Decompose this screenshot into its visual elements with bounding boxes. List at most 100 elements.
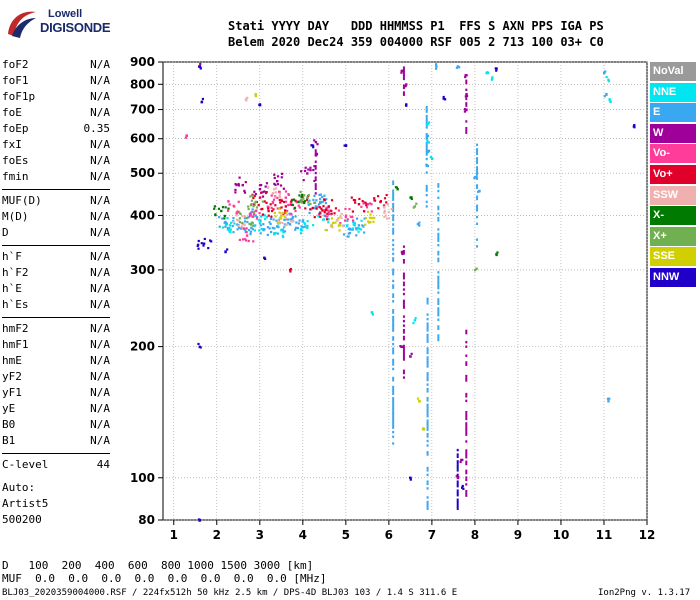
echo-point [198,240,200,242]
echo-point [437,334,439,336]
echo-point [277,222,279,224]
echo-point [427,356,429,358]
echo-point [303,194,305,196]
echo-point [309,203,311,205]
echo-point [304,170,306,172]
echo-point [315,154,317,156]
echo-point [298,222,300,224]
echo-point [367,211,369,213]
echo-point [312,207,314,209]
echo-point [392,338,394,340]
echo-point [633,125,635,127]
echo-point [392,399,394,401]
echo-point [220,210,222,212]
echo-point [417,398,419,400]
echo-point [274,204,276,206]
echo-point [392,228,394,230]
echo-point [269,227,271,229]
echo-point [383,212,385,214]
echo-point [250,224,252,226]
echo-point [465,456,467,458]
echo-point [284,215,286,217]
echo-point [261,228,263,230]
echo-point [290,268,292,270]
echo-point [300,170,302,172]
echo-point [254,94,256,96]
echo-point [315,172,317,174]
echo-point [465,452,467,454]
echo-point [392,388,394,390]
x-tick-label: 10 [553,528,570,542]
echo-point [457,480,459,482]
echo-point [252,195,254,197]
echo-point [392,259,394,261]
echo-point [249,213,251,215]
echo-point [437,183,439,185]
echo-point [253,191,255,193]
echo-point [239,217,241,219]
echo-point [466,95,468,97]
echo-point [404,85,406,87]
echo-point [232,217,234,219]
echo-point [331,199,333,201]
echo-point [392,325,394,327]
echo-point [392,386,394,388]
echo-point [368,222,370,224]
echo-point [437,197,439,199]
echo-point [262,223,264,225]
echo-point [427,390,429,392]
echo-point [392,217,394,219]
echo-point [456,475,458,477]
echo-point [251,222,253,224]
echo-point [426,126,428,128]
echo-point [321,196,323,198]
echo-point [403,347,405,349]
echo-point [435,65,437,67]
echo-point [392,253,394,255]
echo-point [465,400,467,402]
echo-point [198,66,200,68]
echo-point [392,318,394,320]
echo-point [392,284,394,286]
echo-point [230,229,232,231]
echo-point [258,204,260,206]
echo-point [426,153,428,155]
echo-point [427,361,429,363]
echo-point [344,208,346,210]
y-tick-label: 600 [130,132,155,146]
echo-point [262,200,264,202]
echo-point [403,358,405,360]
echo-point [331,213,333,215]
echo-point [403,66,405,68]
echo-point [362,200,364,202]
legend-item-vo-: Vo- [650,144,696,163]
echo-point [345,216,347,218]
y-tick-label: 100 [130,471,155,485]
echo-point [415,203,417,205]
echo-point [347,218,349,220]
echo-point [313,195,315,197]
echo-point [315,185,317,187]
echo-point [279,199,281,201]
echo-point [403,245,405,247]
echo-point [307,201,309,203]
echo-point [260,192,262,194]
echo-point [319,216,321,218]
echo-point [218,208,220,210]
echo-point [295,221,297,223]
echo-point [476,187,478,189]
echo-point [272,192,274,194]
echo-point [313,202,315,204]
echo-point [241,222,243,224]
echo-point [476,175,478,177]
echo-point [403,376,405,378]
echo-point [259,222,261,224]
echo-point [465,449,467,451]
echo-point [437,328,439,330]
echo-point [232,225,234,227]
echo-point [427,340,429,342]
echo-point [272,227,274,229]
echo-point [290,220,292,222]
echo-point [427,302,429,304]
echo-point [465,461,467,463]
